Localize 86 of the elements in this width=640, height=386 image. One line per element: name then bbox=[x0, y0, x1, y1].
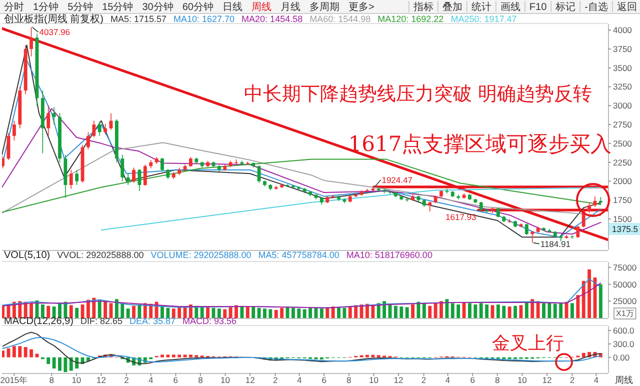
annotation: 1617点支撑区域可逐步买入 bbox=[348, 132, 612, 156]
annotation: VVOL: 292025888.00 bbox=[57, 250, 144, 260]
y-tick-label: 75000 bbox=[613, 262, 637, 272]
y-tick-label: 50000 bbox=[613, 279, 637, 290]
x-tick-label: 2 bbox=[124, 375, 130, 385]
x-tick-label: 6 bbox=[173, 375, 178, 385]
annotation: MACD: 93.56 bbox=[182, 316, 237, 326]
y-tick-label: 3500 bbox=[613, 62, 632, 73]
annotation: 1617.93 bbox=[446, 212, 477, 222]
annotation: 金叉上行 bbox=[492, 333, 564, 354]
y-tick-label: 3250 bbox=[613, 82, 632, 92]
text: MA5: 457758784.00 bbox=[258, 250, 340, 260]
text: MA10: 518176960.00 bbox=[346, 250, 432, 260]
annotation: 1924.47 bbox=[382, 174, 413, 185]
y-tick-label: 300.0 bbox=[613, 338, 635, 349]
x-tick-label: 4 bbox=[445, 375, 450, 385]
text: 指标 bbox=[412, 1, 434, 13]
y-tick-label: 4000 bbox=[613, 25, 632, 36]
y-tick-label: 2000 bbox=[613, 176, 632, 186]
x-tick-label: 10 bbox=[72, 375, 82, 385]
x-tick-label: 8 bbox=[49, 375, 54, 385]
y-tick-label: 3750 bbox=[613, 44, 632, 54]
text: MA120: 1692.22 bbox=[378, 14, 444, 24]
y-tick-label: 2500 bbox=[613, 138, 632, 148]
annotation: 中长期下降趋势线压力突破 明确趋势反转 bbox=[244, 83, 592, 105]
text: DEA: 35.87 bbox=[130, 316, 176, 326]
text: F10 bbox=[529, 2, 548, 13]
text: 周线 bbox=[615, 375, 633, 385]
text: MA250: 1917.47 bbox=[450, 14, 517, 24]
y-tick-label: 1500 bbox=[613, 214, 632, 224]
x-tick-label: 12 bbox=[394, 375, 404, 385]
x-tick-label: 2015年 bbox=[0, 375, 28, 385]
y-tick-label: 2750 bbox=[613, 120, 632, 130]
text: MA10: 1627.70 bbox=[174, 14, 235, 24]
y-tick-label: 0.00 bbox=[613, 352, 630, 362]
annotation: VOLUME: 292025888.00 bbox=[150, 250, 252, 260]
text: 月线 bbox=[280, 1, 300, 13]
x-tick-label: 2 bbox=[272, 375, 278, 385]
annotation: 4037.96 bbox=[39, 27, 70, 38]
x-tick-label: 10 bbox=[517, 375, 528, 385]
x-tick-label: 8 bbox=[495, 375, 500, 385]
text: 60分钟 bbox=[182, 1, 214, 13]
y-tick-label: 25000 bbox=[613, 296, 637, 306]
y-tick-label: 3000 bbox=[613, 100, 632, 111]
text: 统计 bbox=[471, 1, 492, 13]
text: MA20: 1454.58 bbox=[242, 14, 303, 24]
chart-title: 创业板指(周线 前复权) bbox=[4, 13, 104, 25]
text: 更多> bbox=[348, 1, 374, 13]
text: -自选 bbox=[584, 1, 608, 13]
text: 日线 bbox=[222, 1, 242, 13]
x-tick-label: 6 bbox=[322, 375, 327, 385]
x-tick-label: 12 bbox=[245, 375, 256, 385]
text: MA5: 1715.57 bbox=[110, 14, 166, 24]
text: 分时 bbox=[4, 1, 24, 13]
text: 画线 bbox=[500, 1, 520, 13]
text: 叠加 bbox=[442, 1, 462, 13]
text: 返回 bbox=[617, 1, 637, 13]
chart-title: VOL(5,10) bbox=[4, 250, 50, 261]
x-tick-label: 6 bbox=[470, 375, 476, 385]
text: 多周期 bbox=[310, 1, 340, 13]
x-tick-label: 10 bbox=[220, 375, 230, 385]
text: 1分钟 bbox=[33, 1, 59, 13]
y-tick-label: 600.0 bbox=[613, 325, 635, 336]
x-tick-label: 4 bbox=[594, 375, 599, 385]
x-tick-label: 12 bbox=[542, 375, 552, 385]
x-tick-label: 10 bbox=[369, 375, 379, 385]
x-tick-label: 8 bbox=[346, 375, 352, 385]
x-tick-label: 8 bbox=[198, 375, 204, 385]
text: MA60: 1544.98 bbox=[310, 14, 371, 24]
text: 1375.5 bbox=[612, 224, 638, 234]
y-tick-label: 2250 bbox=[613, 157, 632, 168]
y-tick-label: 1750 bbox=[613, 195, 632, 206]
x-tick-label: 2 bbox=[570, 375, 575, 385]
x-tick-label: 12 bbox=[96, 375, 106, 385]
text: 周线 bbox=[252, 1, 272, 13]
x-tick-label: 4 bbox=[148, 375, 154, 385]
text: 30分钟 bbox=[142, 1, 174, 13]
text: DIF: 82.65 bbox=[80, 316, 122, 326]
text: 15分钟 bbox=[102, 1, 134, 13]
chart-title: MACD(12,26,9) bbox=[4, 316, 74, 327]
text: 5分钟 bbox=[68, 1, 94, 13]
text: 标记 bbox=[554, 1, 576, 13]
x-tick-label: 4 bbox=[296, 375, 302, 385]
annotation: 1184.91 bbox=[540, 238, 571, 249]
y-axis-title: X1万 bbox=[616, 309, 634, 318]
x-tick-label: 2 bbox=[421, 375, 426, 385]
